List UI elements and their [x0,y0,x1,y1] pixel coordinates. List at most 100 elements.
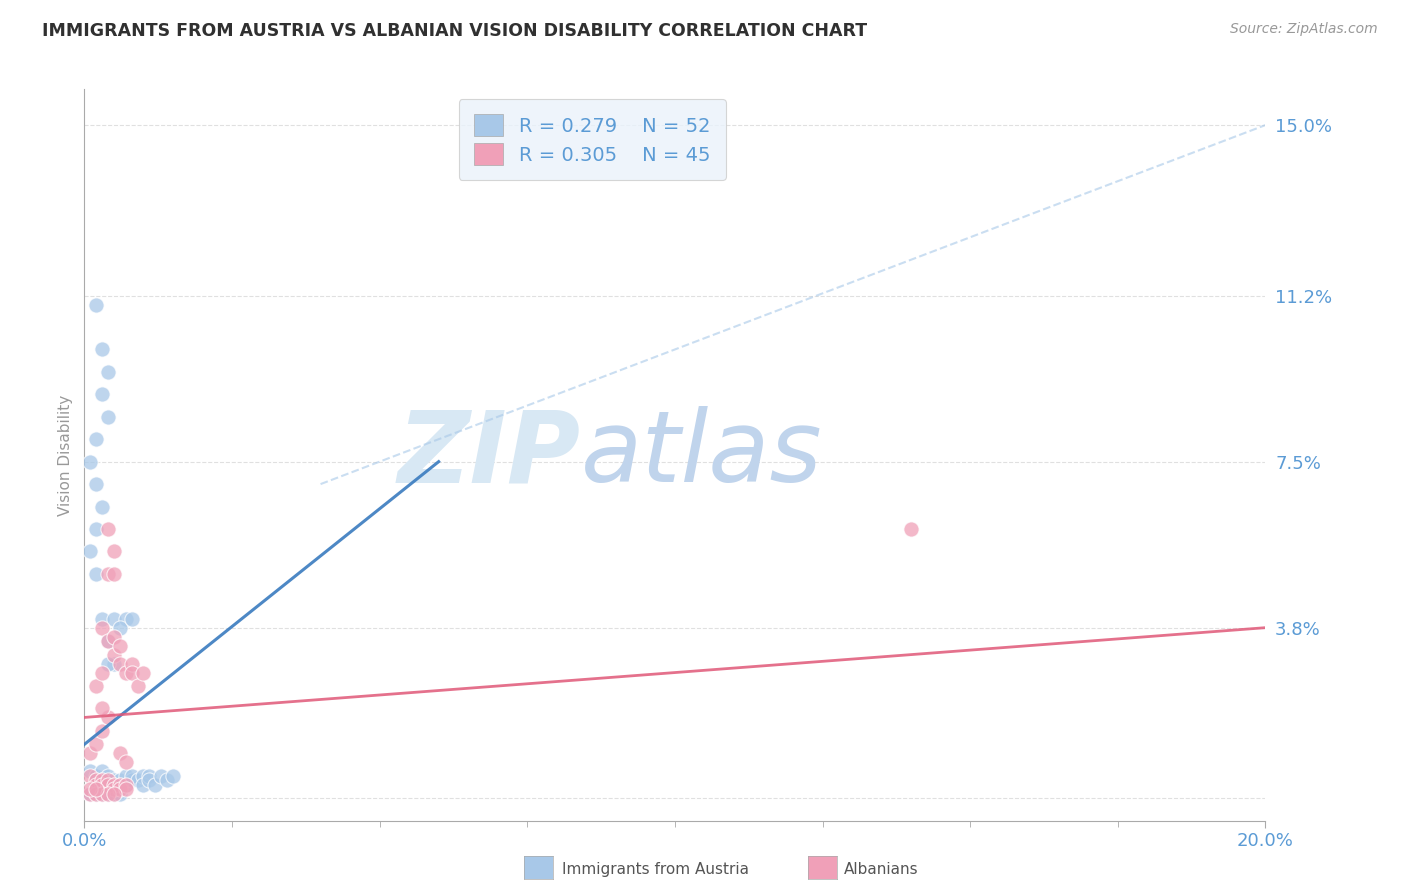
Point [138,773,160,788]
Point [84,432,107,446]
Point [108,621,131,635]
Y-axis label: Vision Disability: Vision Disability [58,394,73,516]
Point [97,409,120,424]
Point [143,778,166,792]
Point [91,782,114,797]
Point [108,782,131,797]
Point [108,778,131,792]
Point [91,764,114,779]
Point [103,778,125,792]
Point [132,769,155,783]
Point [103,787,125,801]
Point [103,787,125,801]
Point [91,787,114,801]
Point [121,769,143,783]
Point [97,634,120,648]
Point [121,773,143,788]
Point [97,778,120,792]
Point [114,612,136,626]
Point [91,773,114,788]
Point [79,769,101,783]
Point [91,787,114,801]
Point [108,787,131,801]
Point [84,566,107,581]
Point [132,778,155,792]
Point [103,566,125,581]
Point [900,522,922,536]
Point [91,500,114,514]
Point [84,787,107,801]
Point [103,544,125,558]
Point [127,773,149,788]
Point [103,782,125,797]
Point [91,773,114,788]
Point [91,612,114,626]
Point [103,773,125,788]
Text: IMMIGRANTS FROM AUSTRIA VS ALBANIAN VISION DISABILITY CORRELATION CHART: IMMIGRANTS FROM AUSTRIA VS ALBANIAN VISI… [42,22,868,40]
Point [156,773,179,788]
Point [97,769,120,783]
Point [91,665,114,680]
Point [79,455,101,469]
Point [108,773,131,788]
Point [108,747,131,761]
Point [84,778,107,792]
Point [84,522,107,536]
Point [108,778,131,792]
Point [114,756,136,770]
Point [162,769,184,783]
Text: Albanians: Albanians [844,863,918,877]
Point [84,782,107,797]
Point [103,612,125,626]
Point [97,634,120,648]
Point [97,787,120,801]
Point [103,657,125,671]
Point [97,657,120,671]
Point [91,778,114,792]
Point [114,782,136,797]
Point [108,657,131,671]
Point [97,710,120,724]
Point [79,764,101,779]
Point [84,737,107,751]
Point [97,778,120,792]
Point [103,630,125,644]
Point [79,787,101,801]
Point [91,621,114,635]
Point [114,778,136,792]
Point [79,747,101,761]
Point [84,773,107,788]
Point [91,701,114,715]
Point [132,665,155,680]
Point [84,477,107,491]
Point [121,612,143,626]
Point [138,769,160,783]
Point [103,648,125,662]
Point [84,679,107,693]
Point [150,769,173,783]
Legend: R = 0.279    N = 52, R = 0.305    N = 45: R = 0.279 N = 52, R = 0.305 N = 45 [458,99,725,180]
Point [84,787,107,801]
Point [97,787,120,801]
Point [121,657,143,671]
Text: Source: ZipAtlas.com: Source: ZipAtlas.com [1230,22,1378,37]
Point [91,723,114,738]
Point [91,343,114,357]
Text: atlas: atlas [581,407,823,503]
Point [79,544,101,558]
Text: ZIP: ZIP [398,407,581,503]
Point [91,387,114,401]
Point [114,769,136,783]
Point [97,566,120,581]
Point [103,778,125,792]
Point [84,769,107,783]
Point [79,787,101,801]
Text: Immigrants from Austria: Immigrants from Austria [562,863,749,877]
Point [97,773,120,788]
Point [97,522,120,536]
Point [127,679,149,693]
Point [79,782,101,797]
Point [114,665,136,680]
Point [84,297,107,311]
Point [84,782,107,797]
